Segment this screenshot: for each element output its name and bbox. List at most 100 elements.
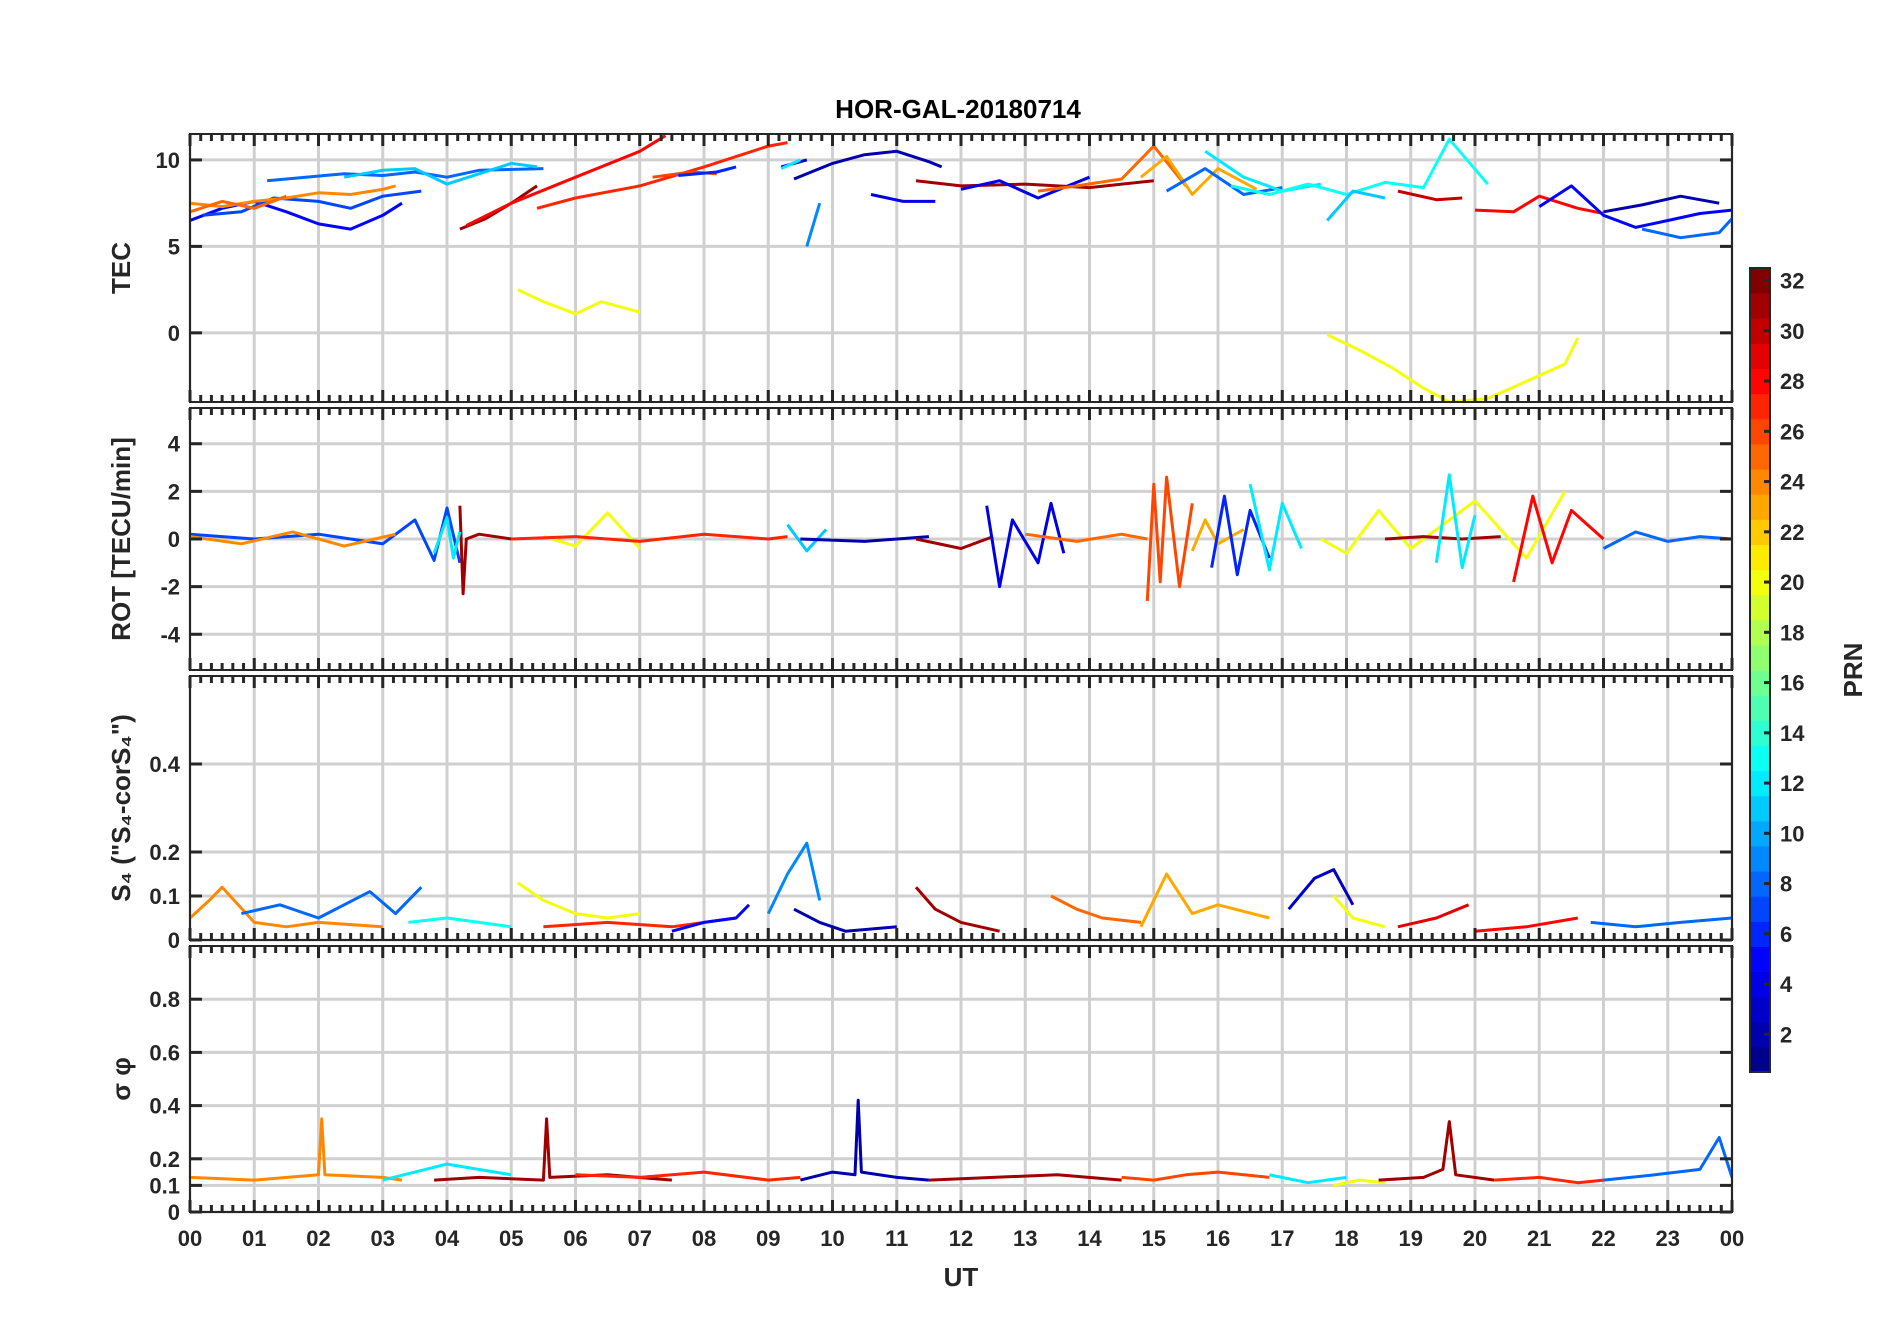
colorbar-segment bbox=[1750, 418, 1770, 445]
x-tick-label: 01 bbox=[242, 1226, 266, 1251]
y-axis-label: S₄ ("S₄-corS₄") bbox=[106, 714, 136, 902]
series-prn-12 bbox=[1269, 1173, 1347, 1185]
series-prn-25 bbox=[190, 194, 287, 214]
series-prn-20 bbox=[1332, 895, 1386, 929]
colorbar-tick-label: 22 bbox=[1780, 520, 1804, 545]
x-tick-label: 21 bbox=[1527, 1226, 1551, 1251]
x-axis-label: UT bbox=[944, 1262, 979, 1292]
series-prn-27 bbox=[575, 1170, 801, 1182]
colorbar-segment bbox=[1750, 720, 1770, 746]
colorbar-segment bbox=[1750, 946, 1770, 973]
series-prn-27 bbox=[511, 532, 788, 543]
series-prn-11 bbox=[786, 523, 828, 553]
y-axis-label: TEC bbox=[106, 242, 136, 294]
series-prn-8 bbox=[1603, 1136, 1732, 1182]
x-tick-label: 02 bbox=[306, 1226, 330, 1251]
x-tick-label: 20 bbox=[1463, 1226, 1487, 1251]
series-prn-24 bbox=[190, 530, 396, 548]
series-prn-31 bbox=[458, 505, 512, 596]
series-prn-20 bbox=[1333, 1178, 1386, 1187]
colorbar-segment bbox=[1750, 745, 1770, 772]
series-prn-20 bbox=[516, 881, 641, 920]
series-prn-23 bbox=[1139, 872, 1270, 928]
panel-sigma_phi: 00.10.2 0.4 0.6 0.8 σ φ 00 01 02 03 04 05 06 07 08 09 1… bbox=[106, 945, 1744, 1292]
x-tick-label: 17 bbox=[1270, 1226, 1294, 1251]
colorbar-tick-label: 4 bbox=[1780, 972, 1793, 997]
colorbar-frame bbox=[1749, 267, 1771, 1073]
colorbar-segment bbox=[1750, 619, 1770, 646]
series-prn-5 bbox=[1538, 184, 1732, 229]
series-prn-31 bbox=[915, 179, 1154, 190]
y-tick-label: 0 bbox=[168, 527, 180, 552]
x-tick-label: 16 bbox=[1206, 1226, 1230, 1251]
x-tick-label: 22 bbox=[1591, 1226, 1615, 1251]
series-prn-28 bbox=[1474, 916, 1579, 933]
series-prn-8 bbox=[1590, 916, 1732, 929]
y-tick-label: 4 bbox=[168, 432, 181, 457]
colorbar-tick-label: 16 bbox=[1780, 671, 1804, 696]
series-prn-2 bbox=[800, 1098, 930, 1182]
series-prn-25 bbox=[1025, 532, 1148, 543]
x-tick-label: 09 bbox=[756, 1226, 780, 1251]
series-prn-28 bbox=[1512, 494, 1605, 583]
x-tick-label: 10 bbox=[820, 1226, 844, 1251]
x-tick-label: 18 bbox=[1334, 1226, 1358, 1251]
colorbar-segment bbox=[1750, 343, 1770, 370]
x-tick-label: 07 bbox=[628, 1226, 652, 1251]
colorbar-tick-label: 18 bbox=[1780, 620, 1804, 645]
series-prn-8 bbox=[241, 886, 423, 920]
series-prn-7 bbox=[202, 189, 422, 217]
series-prn-20 bbox=[1326, 333, 1580, 402]
panel-rot: -4 -2 0 2 4 ROT [TECU/min] bbox=[106, 407, 1734, 671]
x-tick-label: 11 bbox=[885, 1226, 908, 1251]
series-prn-30 bbox=[1397, 189, 1463, 202]
series-prn-4 bbox=[985, 501, 1066, 589]
colorbar-tick-label: 2 bbox=[1780, 1022, 1792, 1047]
series-prn-12 bbox=[432, 516, 462, 560]
series-prn-20 bbox=[517, 288, 641, 316]
series-prn-2 bbox=[1603, 194, 1720, 214]
series-prn-26 bbox=[1145, 475, 1194, 601]
x-tick-label: 15 bbox=[1142, 1226, 1166, 1251]
series-prn-31 bbox=[914, 886, 1000, 933]
colorbar-segment bbox=[1750, 770, 1770, 797]
series-prn-6 bbox=[678, 165, 737, 177]
series-prn-28 bbox=[465, 134, 667, 227]
y-tick-label: 0.4 bbox=[149, 752, 180, 777]
colorbar-segment bbox=[1750, 1046, 1770, 1073]
series-prn-24 bbox=[190, 1117, 403, 1182]
series-prn-24 bbox=[190, 885, 383, 929]
series-prn-24 bbox=[190, 184, 396, 209]
colorbar-tick-label: 20 bbox=[1780, 570, 1804, 595]
x-tick-label: 04 bbox=[435, 1226, 460, 1251]
series-prn-27 bbox=[536, 141, 788, 210]
colorbar-segment bbox=[1750, 569, 1770, 596]
x-tick-label: 00 bbox=[1720, 1226, 1744, 1251]
y-axis-label: ROT [TECU/min] bbox=[106, 437, 136, 641]
x-tick-label: 23 bbox=[1656, 1226, 1680, 1251]
colorbar-segment bbox=[1750, 443, 1770, 470]
series-prn-2 bbox=[793, 907, 897, 933]
series-group bbox=[190, 1098, 1732, 1187]
series-prn-8 bbox=[1641, 217, 1732, 240]
y-tick-label: 0.8 bbox=[149, 987, 180, 1012]
x-tick-label: 13 bbox=[1013, 1226, 1037, 1251]
series-prn-4 bbox=[870, 193, 936, 203]
colorbar-segment bbox=[1750, 871, 1770, 897]
colorbar-segment bbox=[1750, 971, 1770, 998]
y-tick-label: 0 bbox=[168, 1200, 180, 1225]
series-prn-12 bbox=[1248, 483, 1303, 572]
series-prn-11 bbox=[1326, 189, 1386, 222]
series-prn-13 bbox=[408, 916, 512, 929]
series-prn-9 bbox=[805, 202, 822, 247]
colorbar-tick-label: 6 bbox=[1780, 922, 1792, 947]
x-tick-label: 14 bbox=[1077, 1226, 1102, 1251]
axes-frame bbox=[189, 133, 1733, 403]
series-prn-9 bbox=[766, 841, 822, 915]
colorbar-segment bbox=[1750, 494, 1770, 520]
y-tick-label: 0.1 bbox=[149, 884, 180, 909]
series-prn-6 bbox=[1210, 494, 1271, 577]
series-prn-25 bbox=[1050, 894, 1142, 924]
